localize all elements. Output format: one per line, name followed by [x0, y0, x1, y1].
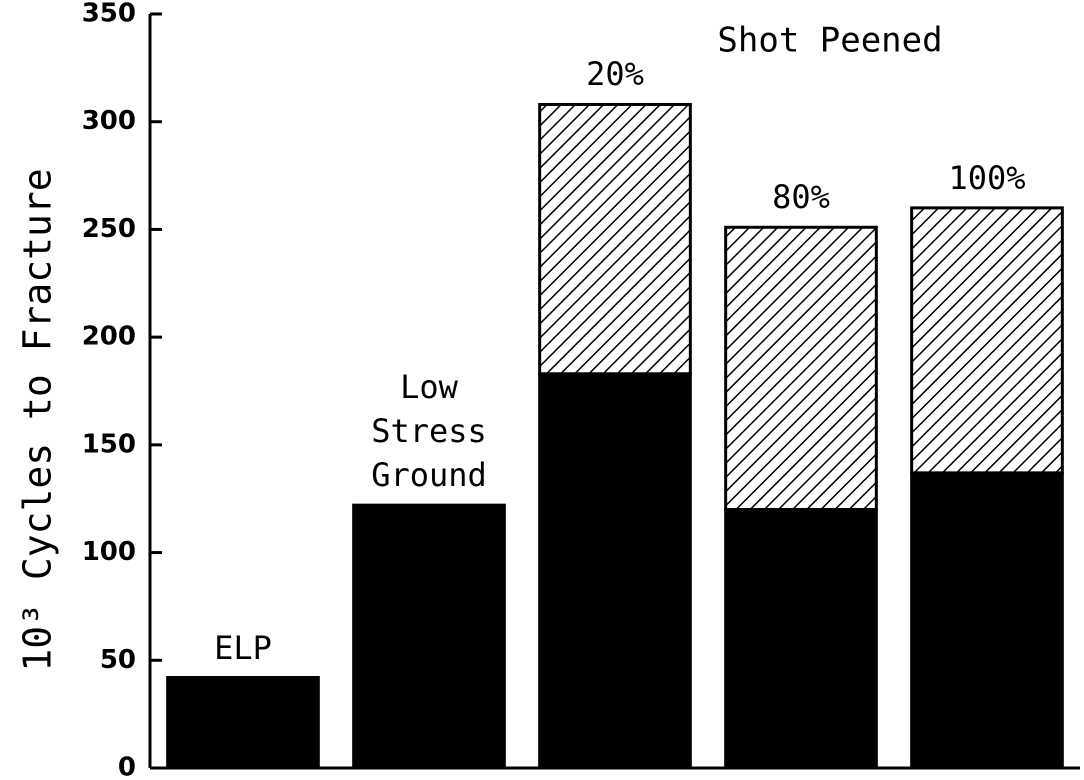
- category-label: 20%: [586, 55, 644, 94]
- bar-segment: [724, 225, 878, 511]
- y-tick-label: 0: [118, 753, 136, 780]
- category-label: ELP: [214, 628, 272, 667]
- bar-segment: [910, 206, 1064, 475]
- y-tick-label: 200: [82, 322, 136, 352]
- bar-segment: [538, 372, 692, 770]
- y-axis-label: 10³ Cycles to Fracture: [16, 168, 60, 671]
- y-tick-label: 300: [82, 106, 136, 136]
- y-tick-label: 250: [82, 214, 136, 244]
- category-label: 100%: [948, 158, 1026, 197]
- bar-segment: [538, 102, 692, 376]
- y-tick-label: 150: [82, 429, 136, 459]
- category-label: 80%: [772, 178, 830, 217]
- y-tick-label: 100: [82, 537, 136, 567]
- bar-segment: [910, 471, 1064, 770]
- y-tick-label: 50: [100, 645, 136, 675]
- category-label: Low Stress Ground: [371, 368, 487, 495]
- bar-segment: [352, 503, 506, 770]
- bar-segment: [724, 507, 878, 770]
- bar-segment: [166, 676, 320, 770]
- annotation: Shot Peened: [717, 21, 942, 61]
- y-tick-label: 350: [82, 0, 136, 29]
